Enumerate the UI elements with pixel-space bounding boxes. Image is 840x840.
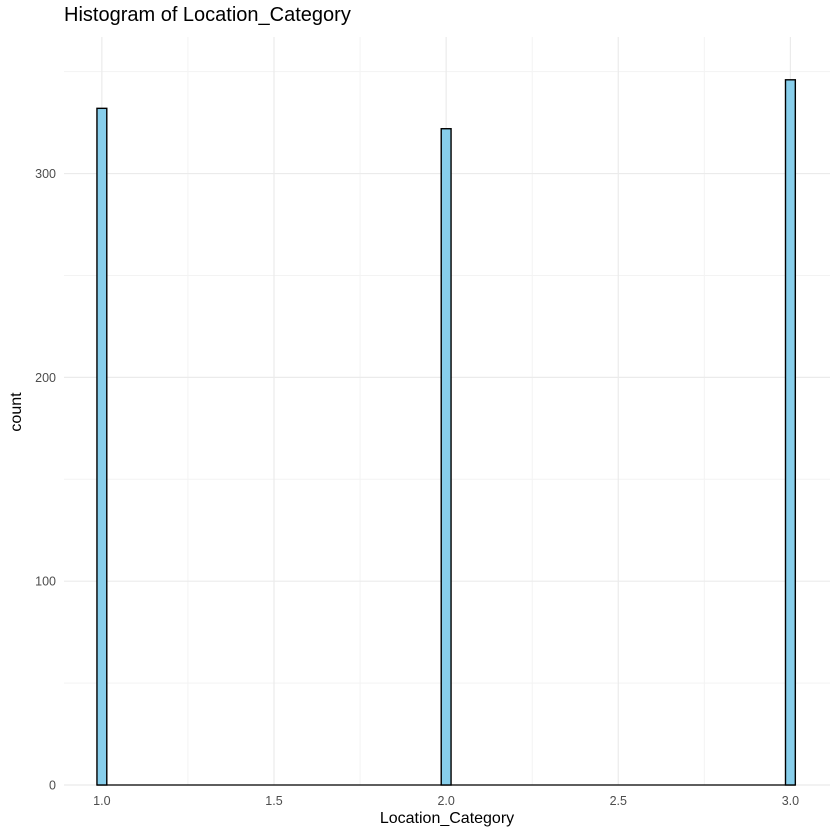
y-tick-label: 100 [35, 575, 56, 589]
y-tick-label: 300 [35, 167, 56, 181]
histogram-bar [784, 79, 797, 786]
histogram-bar [96, 107, 108, 786]
histogram-bar [440, 128, 452, 786]
y-tick-label: 200 [35, 371, 56, 385]
x-tick-label: 2.0 [437, 794, 454, 808]
x-tick-label: 1.5 [265, 794, 282, 808]
x-tick-label: 3.0 [782, 794, 799, 808]
x-axis-title: Location_Category [379, 810, 515, 827]
chart-title: Histogram of Location_Category [64, 4, 351, 26]
x-tick-label: 1.0 [93, 794, 110, 808]
y-tick-label: 0 [49, 779, 56, 793]
x-tick-label: 2.5 [610, 794, 627, 808]
y-axis-title: count [8, 392, 25, 432]
